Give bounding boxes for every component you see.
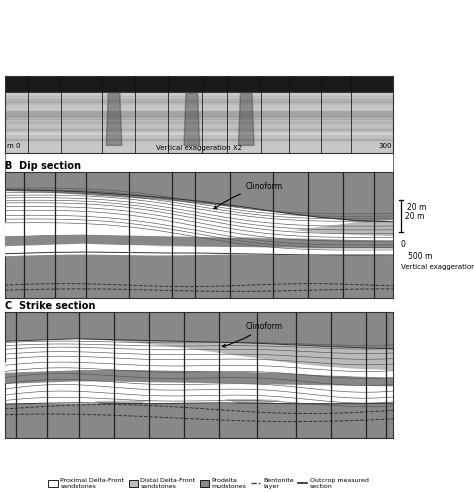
Bar [5,127,393,129]
Text: C  Strike section: C Strike section [5,302,95,311]
Polygon shape [5,369,393,386]
Text: Vertical exaggeration X2: Vertical exaggeration X2 [156,145,242,151]
Bar [5,114,393,116]
Polygon shape [269,395,374,403]
Bar [5,106,393,109]
Bar [5,93,393,153]
Bar [5,123,393,125]
Polygon shape [141,395,238,403]
Text: m 0: m 0 [7,144,20,150]
Bar [5,132,393,134]
Polygon shape [316,392,393,403]
Text: 500 m: 500 m [408,252,432,261]
Bar [5,99,393,102]
Bar [5,106,393,107]
Text: 20 m: 20 m [407,203,427,212]
Bar [5,139,393,140]
Bar [5,141,393,144]
Polygon shape [5,172,393,298]
Text: 0: 0 [401,240,405,249]
Bar [5,102,393,104]
Polygon shape [168,247,308,253]
Polygon shape [5,192,393,256]
Bar [5,111,393,113]
Polygon shape [5,234,393,248]
Text: Vertical exaggeration X10: Vertical exaggeration X10 [401,264,474,271]
Text: Clinoform: Clinoform [214,182,283,209]
Bar [5,135,393,138]
Bar [5,117,393,119]
Polygon shape [5,385,63,394]
Polygon shape [5,192,393,255]
Bar [5,95,393,97]
Bar [5,121,393,123]
Polygon shape [5,191,283,254]
Polygon shape [5,245,393,256]
Polygon shape [5,340,393,404]
Polygon shape [5,312,393,438]
Polygon shape [5,394,102,404]
Polygon shape [5,220,393,241]
Text: 300: 300 [378,144,392,150]
Bar [5,129,393,130]
Text: Clinoform: Clinoform [222,322,283,347]
Text: B  Dip section: B Dip section [5,161,81,171]
Text: 20 m: 20 m [405,212,425,220]
Polygon shape [5,359,393,378]
Bar [5,76,393,93]
Polygon shape [5,339,393,404]
Legend: Proximal Delta-Front
sandstones, Distal Delta-Front
sandstones, Prodelta
mudston: Proximal Delta-Front sandstones, Distal … [48,478,369,489]
